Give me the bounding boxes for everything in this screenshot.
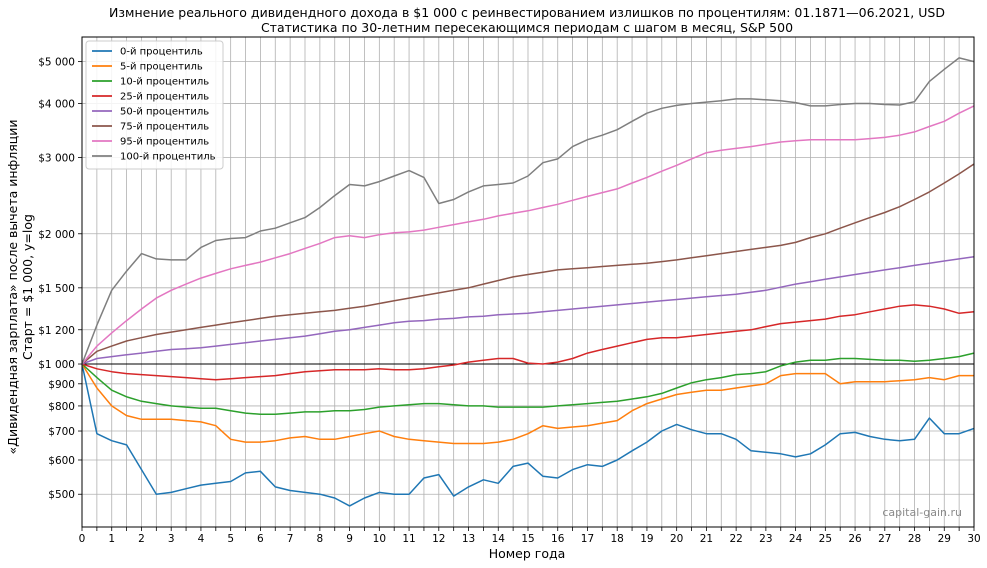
x-tick-label: 21 — [700, 533, 713, 545]
legend-label: 50-й процентиль — [120, 107, 209, 118]
x-tick-label: 3 — [168, 533, 175, 545]
x-axis-label: Номер года — [489, 546, 566, 561]
x-tick-label: 6 — [257, 533, 264, 545]
x-tick-label: 27 — [878, 533, 891, 545]
plot-frame — [81, 36, 975, 528]
series-line-6 — [81, 105, 975, 365]
legend-label: 10-й процентиль — [120, 77, 209, 88]
watermark: capital-gain.ru — [882, 506, 962, 519]
x-tick-label: 4 — [198, 533, 205, 545]
series-line-2 — [81, 352, 975, 416]
x-tick-label: 1 — [108, 533, 115, 545]
legend-label: 75-й процентиль — [120, 122, 209, 133]
legend-label: 100-й процентиль — [120, 152, 216, 163]
x-tick-label: 13 — [462, 533, 475, 545]
y-tick-label: $1 000 — [38, 359, 75, 371]
chart-subtitle: Статистика по 30-летним пересекающимся п… — [261, 20, 793, 35]
x-tick-label: 29 — [938, 533, 951, 545]
y-tick-label: $2 000 — [38, 229, 75, 241]
legend-label: 5-й процентиль — [120, 62, 203, 73]
x-tick-label: 14 — [492, 533, 506, 545]
series-line-4 — [81, 255, 975, 365]
series-line-3 — [81, 304, 975, 381]
y-tick-label: $900 — [48, 379, 75, 391]
x-tick-label: 2 — [138, 533, 145, 545]
y-tick-label: $3 000 — [38, 153, 75, 165]
x-tick-label: 24 — [789, 533, 803, 545]
x-tick-label: 9 — [346, 533, 353, 545]
y-tick-label: $700 — [48, 426, 75, 438]
x-tick-label: 15 — [521, 533, 534, 545]
legend-label: 25-й процентиль — [120, 92, 209, 103]
y-tick-label: $1 200 — [38, 325, 75, 337]
y-tick-label: $5 000 — [38, 57, 75, 69]
x-tick-label: 30 — [967, 533, 980, 545]
y-axis-label-secondary: Старт = $1 000, y=log — [20, 214, 35, 360]
y-tick-label: $1 500 — [38, 283, 75, 295]
x-tick-label: 11 — [402, 533, 415, 545]
plot-area: 0 1 2 3 4 5 6 7 8 9 10 11 12 13 14 15 16 17 18 19 20 21 22 23 24… — [38, 36, 981, 545]
y-tick-label: $800 — [48, 401, 75, 413]
x-tick-label: 8 — [317, 533, 324, 545]
y-tick-label: $500 — [48, 489, 75, 501]
series-line-7 — [81, 57, 975, 365]
series-line-1 — [81, 363, 974, 445]
x-tick-label: 19 — [640, 533, 653, 545]
x-tick-label: 5 — [227, 533, 234, 545]
x-tick-label: 10 — [373, 533, 386, 545]
x-tick-label: 17 — [581, 533, 594, 545]
x-tick-label: 20 — [670, 533, 683, 545]
chart-title: Измнение реального дивидендного дохода в… — [109, 5, 945, 20]
y-tick-label: $600 — [48, 455, 75, 467]
x-tick-label: 12 — [432, 533, 445, 545]
x-tick-label: 7 — [287, 533, 294, 545]
x-tick-label: 18 — [611, 533, 624, 545]
x-tick-label: 0 — [79, 533, 86, 545]
x-tick-label: 25 — [819, 533, 832, 545]
series-line-5 — [81, 163, 975, 365]
legend-label: 95-й процентиль — [120, 137, 209, 148]
x-tick-label: 23 — [759, 533, 772, 545]
x-tick-label: 22 — [729, 533, 742, 545]
x-tick-label: 28 — [908, 533, 921, 545]
x-tick-label: 16 — [551, 533, 565, 545]
series-line-0 — [81, 363, 975, 507]
legend-box — [85, 40, 224, 170]
y-tick-label: $4 000 — [38, 99, 75, 111]
y-axis-label: «Дивидендная зарплата» после вычета инфл… — [5, 120, 20, 455]
legend-label: 0-й процентиль — [120, 47, 203, 58]
x-tick-label: 26 — [848, 533, 862, 545]
